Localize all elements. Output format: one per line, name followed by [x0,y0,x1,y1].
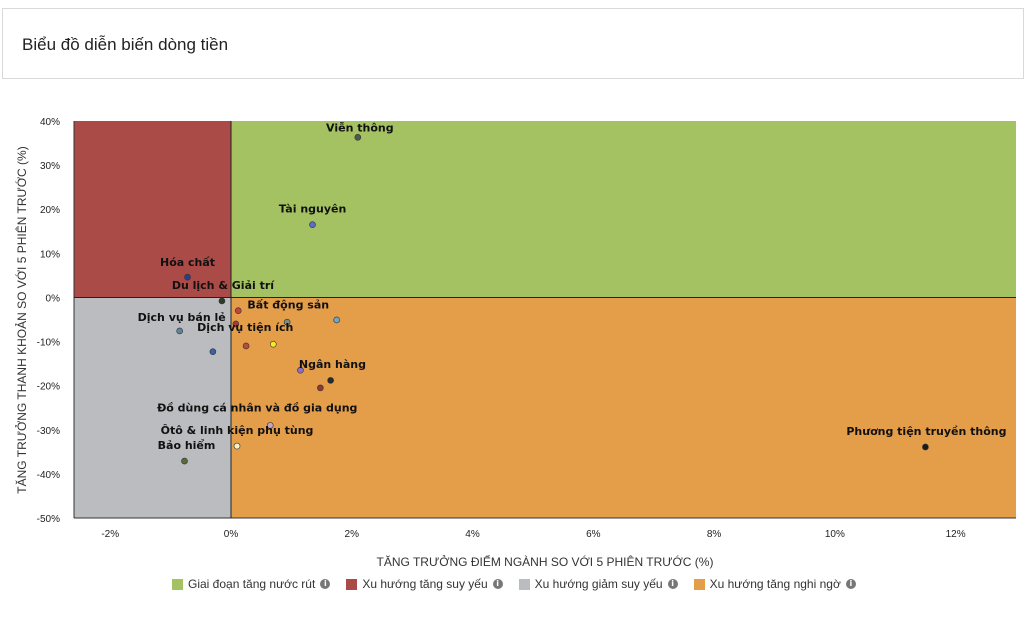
point-label: Phương tiện truyền thông [846,425,1006,438]
y-tick-label: -10% [37,338,60,349]
page-title: Biểu đồ diễn biến dòng tiền [22,35,229,54]
data-point [317,384,324,392]
point-label: Bất động sản [247,299,329,312]
point-label: Tài nguyên [279,203,347,216]
quadrant-q1 [231,121,1016,298]
x-tick-label: 12% [946,529,966,540]
quadrant-q4 [231,297,1016,518]
data-point [209,348,217,356]
legend-label: Xu hướng giảm suy yếu [534,577,663,591]
chart-legend: Giai đoạn tăng nước rút i Xu hướng tăng … [172,575,872,593]
point-label: Dịch vụ tiện ích [197,321,293,334]
point-label: Ôtô & linh kiện phụ tùng [161,424,314,437]
data-point [327,377,334,384]
data-point [333,316,340,324]
x-tick-label: 4% [465,529,480,540]
x-tick-label: -2% [101,529,119,540]
x-axis-title: TĂNG TRƯỞNG ĐIỂM NGÀNH SO VỚI 5 PHIÊN TR… [377,554,714,569]
data-point [234,307,242,314]
legend-label: Giai đoạn tăng nước rút [188,577,316,591]
legend-label: Xu hướng tăng nghi ngờ [709,577,841,591]
data-point [297,366,304,374]
y-axis-title: TĂNG TRƯỞNG THANH KHOẢN SO VỚI 5 PHIÊN T… [14,146,29,493]
data-point [922,443,929,451]
y-tick-label: 20% [40,205,60,216]
data-point [266,422,274,429]
legend-item-q2[interactable]: Xu hướng tăng suy yếu i [346,577,503,591]
data-point [218,297,226,305]
point-label: Viễn thông [326,121,394,134]
point-label: Ngân hàng [299,358,366,371]
legend-swatch [693,578,705,590]
data-point [283,318,291,326]
data-point [233,442,241,450]
point-label: Du lịch & Giải trí [172,279,275,292]
y-tick-label: 0% [46,293,61,304]
data-point [232,320,240,328]
legend-label: Xu hướng tăng suy yếu [362,577,488,591]
chart-header: Biểu đồ diễn biến dòng tiền [2,8,1024,79]
point-label: Hóa chất [160,256,215,269]
quadrant-q3 [74,297,231,518]
x-tick-label: 10% [825,529,845,540]
x-tick-label: 2% [345,529,360,540]
y-tick-label: -50% [37,514,60,525]
data-point [269,340,277,348]
info-icon[interactable]: i [667,579,678,589]
legend-item-q4[interactable]: Xu hướng tăng nghi ngờ i [693,577,856,591]
legend-item-q1[interactable]: Giai đoạn tăng nước rút i [172,577,331,591]
y-tick-label: -30% [37,426,60,437]
legend-swatch [346,578,358,590]
info-icon[interactable]: i [492,579,503,589]
x-tick-label: 8% [707,529,722,540]
legend-item-q3[interactable]: Xu hướng giảm suy yếu i [518,577,678,591]
point-label: Đồ dùng cá nhân và đồ gia dụng [157,401,357,414]
legend-swatch [172,578,183,590]
point-label: Dịch vụ bán lẻ [138,311,226,324]
x-tick-label: 0% [224,529,239,540]
data-point [181,457,188,465]
y-tick-label: -40% [37,470,60,481]
y-tick-label: -20% [37,382,60,393]
x-tick-label: 6% [586,529,601,540]
data-point [309,221,316,228]
info-icon[interactable]: i [845,579,856,589]
data-point [184,273,191,281]
y-tick-label: 10% [40,249,60,260]
legend-swatch [518,578,530,590]
y-tick-label: 40% [40,117,60,128]
info-icon[interactable]: i [320,579,331,589]
point-label: Bảo hiểm [158,439,216,452]
data-point [242,342,250,350]
y-tick-label: 30% [40,161,60,172]
data-point [176,327,183,335]
data-point [354,134,362,141]
quadrant-q2 [74,121,231,298]
